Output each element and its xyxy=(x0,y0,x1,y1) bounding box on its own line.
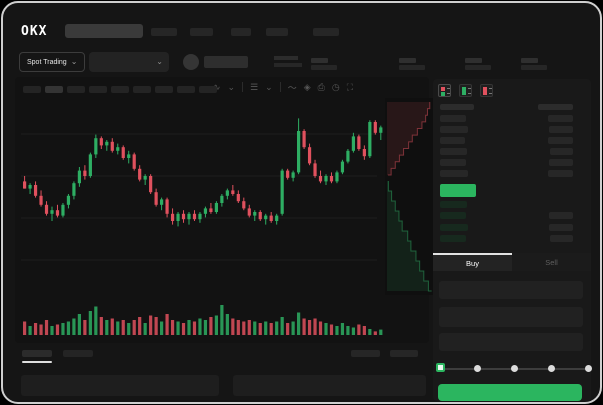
ask-row-amount-2[interactable] xyxy=(548,137,573,144)
ticker-stat-label-3 xyxy=(521,58,538,63)
line-tool-icon[interactable]: 〜 xyxy=(287,82,297,93)
draw-icon[interactable]: ◈ xyxy=(303,81,311,92)
bid-row-price-2[interactable] xyxy=(440,224,468,231)
price-change-placeholder xyxy=(274,63,302,67)
timeframe-button-4[interactable] xyxy=(111,86,129,93)
bottom-panel-0 xyxy=(21,375,219,396)
okx-logo[interactable]: OKX xyxy=(21,24,48,39)
ask-row-amount-5[interactable] xyxy=(548,170,573,177)
chevron-down-icon[interactable]: ⌄ xyxy=(227,81,236,92)
buy-submit-button[interactable] xyxy=(438,384,582,401)
ticker-stat-value-1 xyxy=(399,65,425,70)
book-bids-icon[interactable] xyxy=(459,84,472,97)
timeframe-button-8[interactable] xyxy=(199,86,217,93)
ask-row-price-2[interactable] xyxy=(440,137,465,144)
pair-selector-dropdown[interactable]: ⌄ xyxy=(89,52,169,72)
candlestick-chart[interactable] xyxy=(17,98,437,340)
ticker-stat-label-0 xyxy=(311,58,328,63)
slider-stop-75[interactable] xyxy=(547,365,555,372)
ticker-stat-label-2 xyxy=(465,58,482,63)
nav-item-3[interactable] xyxy=(266,28,288,36)
book-asks-icon[interactable] xyxy=(480,84,493,97)
slider-stop-50[interactable] xyxy=(510,365,518,372)
toolbar-separator xyxy=(242,82,244,92)
ticker-stat-value-3 xyxy=(521,65,547,70)
market-type-dropdown[interactable]: Spot Trading ⌄ xyxy=(19,52,86,72)
bottom-bar-item-0[interactable] xyxy=(351,350,380,357)
book-both-icon[interactable] xyxy=(438,84,451,97)
ask-row-amount-4[interactable] xyxy=(549,159,573,166)
nav-item-4[interactable] xyxy=(313,28,339,36)
bottom-panel-1 xyxy=(233,375,426,396)
candle-style-icon[interactable]: ☰ xyxy=(250,81,259,92)
chart-panel xyxy=(15,77,429,343)
bottom-tab-1[interactable] xyxy=(63,350,93,357)
order-field-1[interactable] xyxy=(439,307,583,327)
last-price-bar[interactable] xyxy=(440,184,476,197)
chevron-down-icon: ⌄ xyxy=(70,57,78,66)
tab-sell[interactable]: Sell xyxy=(512,253,591,271)
chevron-down-icon: ⌄ xyxy=(156,57,163,66)
orderbook-price-header xyxy=(440,104,474,110)
bid-row-amount-2[interactable] xyxy=(549,224,573,231)
chevron-down-icon[interactable]: ⌄ xyxy=(265,81,273,92)
ask-row-amount-3[interactable] xyxy=(550,148,573,155)
chart-toolbar-icons: ∿⌄☰⌄〜◈⎙◷⛶ xyxy=(213,81,353,93)
ask-row-price-1[interactable] xyxy=(440,126,468,133)
timeframe-button-6[interactable] xyxy=(155,86,173,93)
coin-icon xyxy=(183,54,199,70)
buy-sell-tabs: Buy Sell xyxy=(433,253,591,271)
active-tab-underline xyxy=(22,361,52,363)
order-field-2[interactable] xyxy=(439,333,583,351)
search-input[interactable] xyxy=(65,24,143,38)
ticker-stat-label-1 xyxy=(399,58,416,63)
bid-row-amount-3[interactable] xyxy=(550,235,573,242)
timeframe-button-7[interactable] xyxy=(177,86,195,93)
history-icon[interactable]: ◷ xyxy=(331,81,340,92)
last-price-placeholder xyxy=(274,56,298,60)
bid-row-price-3[interactable] xyxy=(440,235,466,242)
ask-row-amount-0[interactable] xyxy=(548,115,573,122)
toolbar-separator xyxy=(279,82,281,92)
slider-stop-25[interactable] xyxy=(473,365,481,372)
tab-buy[interactable]: Buy xyxy=(433,253,512,271)
ask-row-price-4[interactable] xyxy=(440,159,466,166)
timeframe-button-3[interactable] xyxy=(89,86,107,93)
timeframe-button-2[interactable] xyxy=(67,86,85,93)
timeframe-button-5[interactable] xyxy=(133,86,151,93)
nav-item-1[interactable] xyxy=(190,28,213,36)
timeframe-button-1[interactable] xyxy=(45,86,63,93)
ticker-stat-value-2 xyxy=(465,65,491,70)
bottom-bar-item-1[interactable] xyxy=(390,350,418,357)
amount-slider-handle[interactable] xyxy=(436,363,445,372)
ask-row-price-5[interactable] xyxy=(440,170,468,177)
timeframe-button-0[interactable] xyxy=(23,86,41,93)
bottom-tab-0[interactable] xyxy=(22,350,52,357)
ask-row-price-3[interactable] xyxy=(440,148,467,155)
orderbook-amount-header xyxy=(538,104,573,110)
camera-icon[interactable]: ⎙ xyxy=(317,81,325,92)
market-type-label: Spot Trading xyxy=(27,58,67,66)
bid-row-price-0[interactable] xyxy=(440,201,467,208)
bid-row-amount-1[interactable] xyxy=(549,212,573,219)
order-field-0[interactable] xyxy=(439,281,583,299)
ticker-stat-value-0 xyxy=(311,65,337,70)
fullscreen-icon[interactable]: ⛶ xyxy=(346,81,354,92)
nav-item-0[interactable] xyxy=(151,28,177,36)
bid-row-price-1[interactable] xyxy=(440,212,466,219)
ask-row-price-0[interactable] xyxy=(440,115,466,122)
slider-stop-100[interactable] xyxy=(584,365,592,372)
ask-row-amount-1[interactable] xyxy=(549,126,573,133)
pair-name-placeholder xyxy=(204,56,248,68)
nav-item-2[interactable] xyxy=(231,28,251,36)
